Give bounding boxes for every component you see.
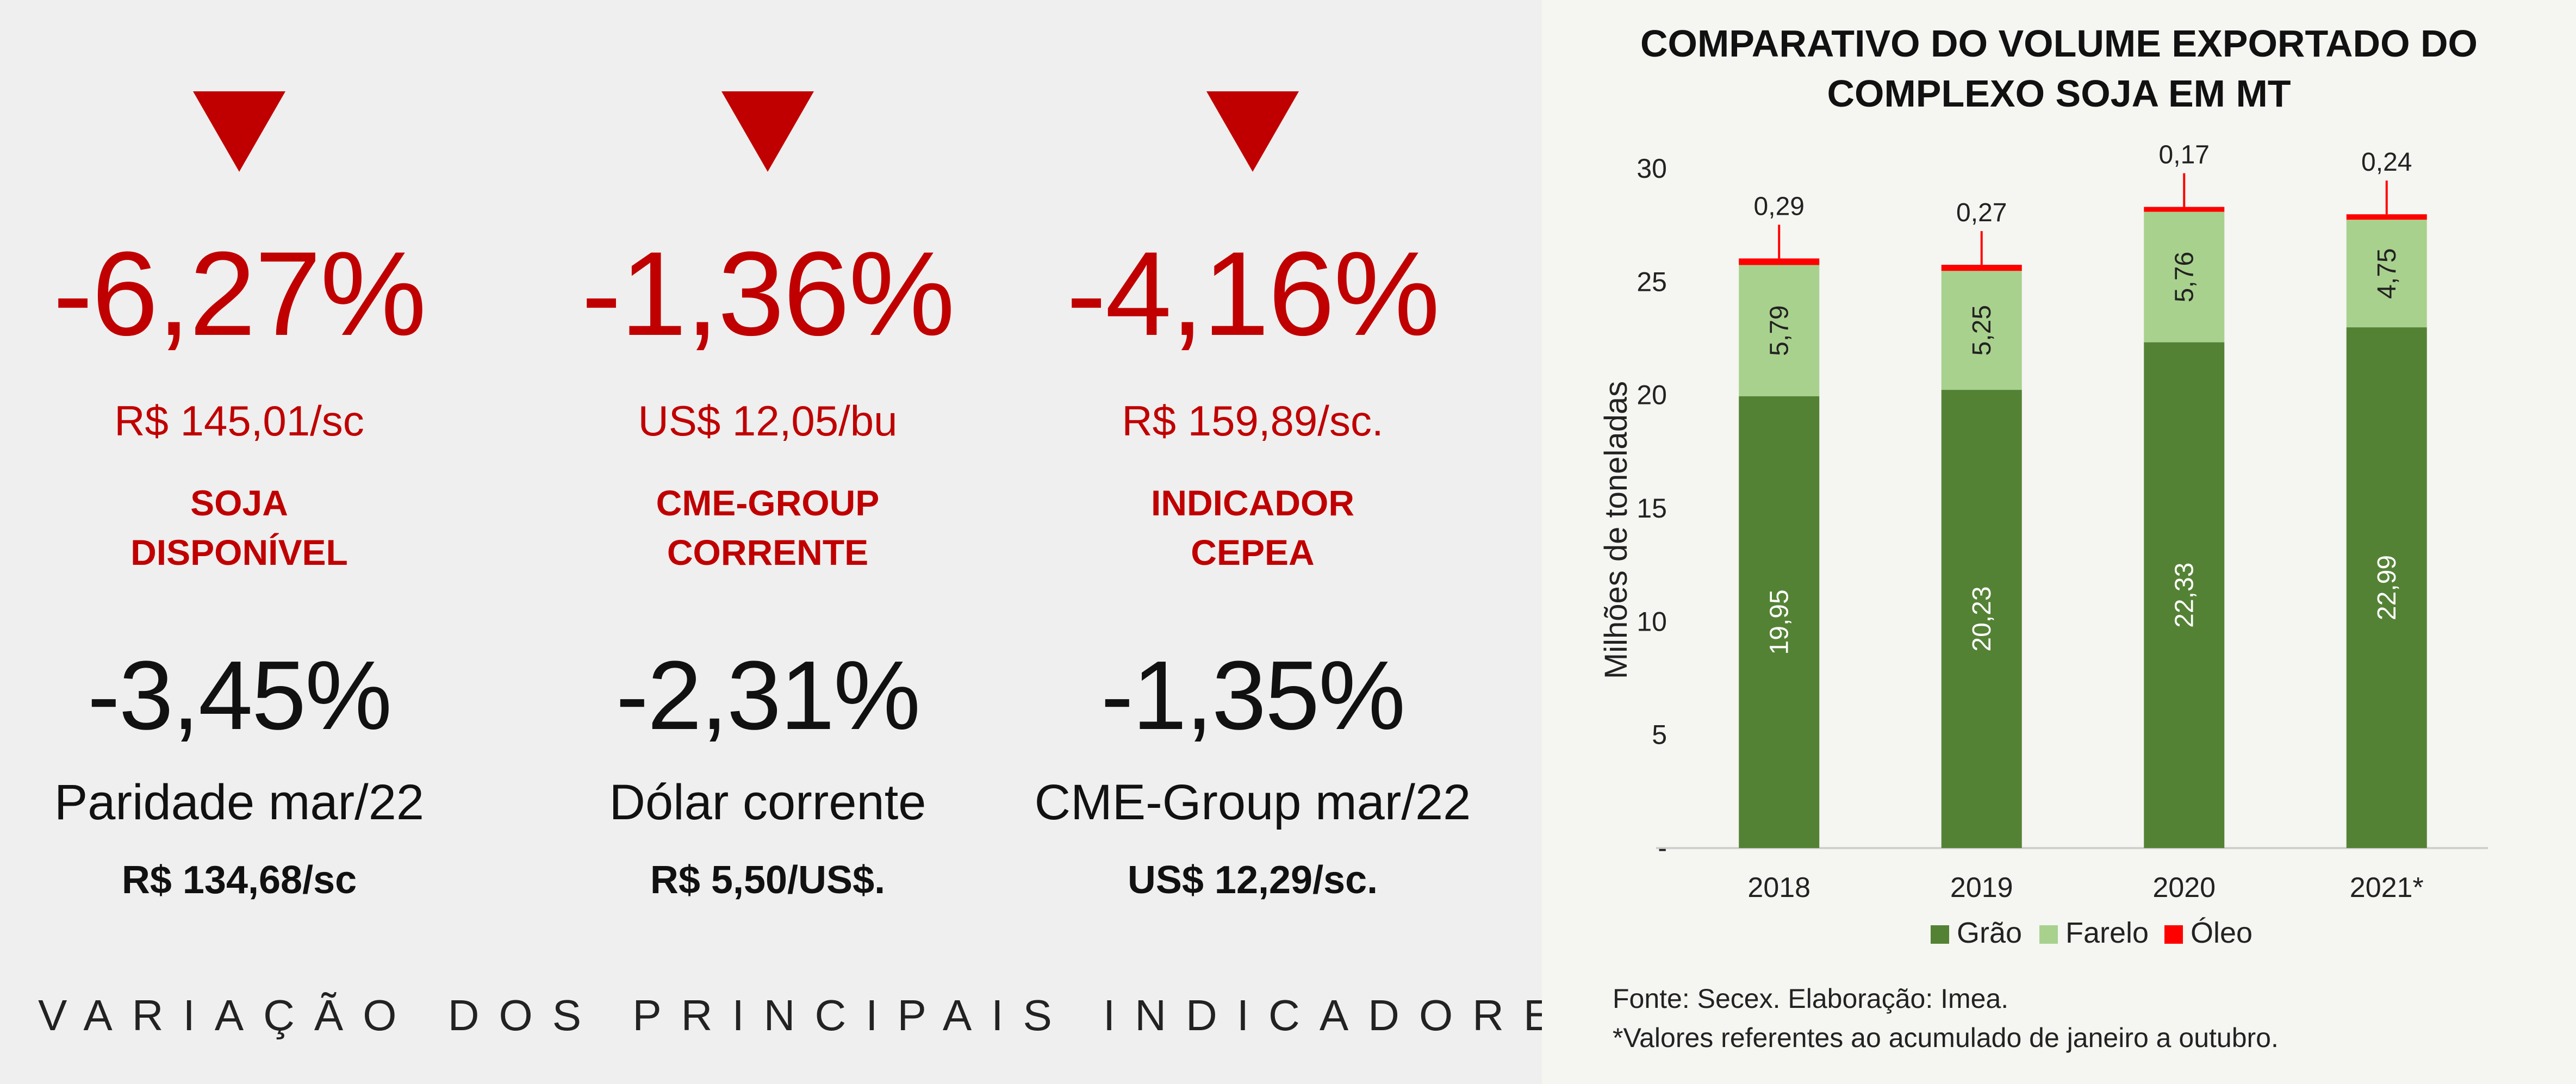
indicator-name-line2: DISPONÍVEL <box>130 532 348 573</box>
indicator-name: Dólar corrente <box>609 775 926 830</box>
legend-swatch <box>2164 925 2183 944</box>
chart-footnote: *Valores referentes ao acumulado de jane… <box>1613 1023 2279 1053</box>
bar-segment-grão <box>1941 390 2022 848</box>
indicator-name: CME-GROUP CORRENTE <box>528 478 1007 577</box>
indicator-variation: -2,31% <box>615 641 920 750</box>
indicator-price: US$ 12,29/sc. <box>1127 858 1378 902</box>
legend-label: Farelo <box>2065 917 2149 949</box>
bar-value-label: 20,23 <box>1968 586 1996 651</box>
x-tick-label: 2020 <box>2152 872 2216 904</box>
indicator-price: US$ 12,05/bu <box>638 397 898 445</box>
chart-title-line2: COMPLEXO SOJA EM MT <box>1827 72 2291 115</box>
indicator-variation: -1,35% <box>1100 641 1405 750</box>
y-tick-label: 25 <box>1637 266 1667 297</box>
bar-segment-óleo <box>1941 265 2022 271</box>
bar-value-label: 19,95 <box>1765 589 1794 655</box>
x-tick-label: 2018 <box>1747 872 1810 904</box>
legend-label: Grão <box>1957 917 2022 949</box>
indicator-name: INDICADOR CEPEA <box>1013 478 1492 577</box>
legend-swatch <box>1931 925 1949 944</box>
y-tick-label: - <box>1658 833 1667 863</box>
bar-segment-óleo <box>2144 207 2225 212</box>
indicator-name-line2: CEPEA <box>1191 532 1315 573</box>
legend-swatch <box>2039 925 2058 944</box>
indicator-price: R$ 5,50/US$. <box>650 858 886 902</box>
y-tick-label: 10 <box>1637 606 1667 637</box>
indicator-name-line2: CORRENTE <box>667 532 869 573</box>
chart-title-line1: COMPARATIVO DO VOLUME EXPORTADO DO <box>1640 22 2478 65</box>
indicator-variation: -3,45% <box>87 641 392 750</box>
legend-label: Óleo <box>2191 917 2253 949</box>
bar-value-label: 22,33 <box>2170 563 2199 628</box>
bar-value-label: 22,99 <box>2373 555 2401 620</box>
indicator-variation: -6,27% <box>53 227 426 360</box>
bar-segment-farelo <box>2346 220 2427 328</box>
bar-value-label: 0,27 <box>1956 198 2007 227</box>
indicator-price: R$ 145,01/sc <box>114 397 364 445</box>
bar-segment-óleo <box>2346 214 2427 220</box>
indicator-variation: -4,16% <box>1066 227 1440 360</box>
indicators-panel: -6,27% R$ 145,01/sc SOJA DISPONÍVEL -1,3… <box>0 91 1601 1039</box>
bar-value-label: 5,25 <box>1968 305 1996 356</box>
indicator-price: R$ 134,68/sc <box>121 858 357 902</box>
y-tick-label: 30 <box>1637 153 1667 184</box>
bar-value-label: 0,17 <box>2159 141 2210 170</box>
y-tick-label: 15 <box>1637 493 1667 524</box>
indicator-name-line1: INDICADOR <box>1151 483 1354 523</box>
footer-title: VARIAÇÃO DOS PRINCIPAIS INDICADORES <box>38 991 1621 1039</box>
x-tick-label: 2021* <box>2350 872 2424 904</box>
bar-segment-farelo <box>2144 211 2225 342</box>
indicator-variation: -1,36% <box>581 227 955 360</box>
stacked-bar-chart: - 5 10 15 20 25 30 Milhões de toneladas 19,95 5,7… <box>1598 141 2488 949</box>
bar-value-label: 0,29 <box>1754 192 1805 221</box>
down-arrow-icon <box>1206 91 1299 172</box>
indicator-name-line1: CME-GROUP <box>656 483 880 523</box>
chart-title: COMPARATIVO DO VOLUME EXPORTADO DO COMPL… <box>1542 18 2576 119</box>
indicator-name-line1: SOJA <box>190 483 288 523</box>
bar-segment-farelo <box>1941 271 2022 390</box>
indicator-name: SOJA DISPONÍVEL <box>0 478 478 577</box>
indicator-price: R$ 159,89/sc. <box>1122 397 1384 445</box>
bar-segment-óleo <box>1739 258 1820 265</box>
bar-segment-grão <box>2144 342 2225 848</box>
y-tick-label: 20 <box>1637 380 1667 410</box>
down-arrow-icon <box>193 91 285 172</box>
down-arrow-icon <box>721 91 814 172</box>
indicator-name: Paridade mar/22 <box>54 775 425 830</box>
y-axis-label: Milhões de toneladas <box>1598 381 1634 679</box>
bar-value-label: 4,75 <box>2373 248 2401 298</box>
indicator-name: CME-Group mar/22 <box>1034 775 1471 830</box>
bar-segment-grão <box>1739 396 1820 848</box>
bar-segment-grão <box>2346 327 2427 848</box>
chart-source: Fonte: Secex. Elaboração: Imea. <box>1613 983 2009 1014</box>
bar-value-label: 5,76 <box>2170 252 2199 302</box>
y-tick-label: 5 <box>1652 720 1667 750</box>
bar-value-label: 0,24 <box>2361 148 2412 177</box>
bar-value-label: 5,79 <box>1765 305 1794 356</box>
bar-segment-farelo <box>1739 265 1820 396</box>
chart-panel: COMPARATIVO DO VOLUME EXPORTADO DO COMPL… <box>1542 0 2576 1084</box>
x-tick-label: 2019 <box>1950 872 2013 904</box>
